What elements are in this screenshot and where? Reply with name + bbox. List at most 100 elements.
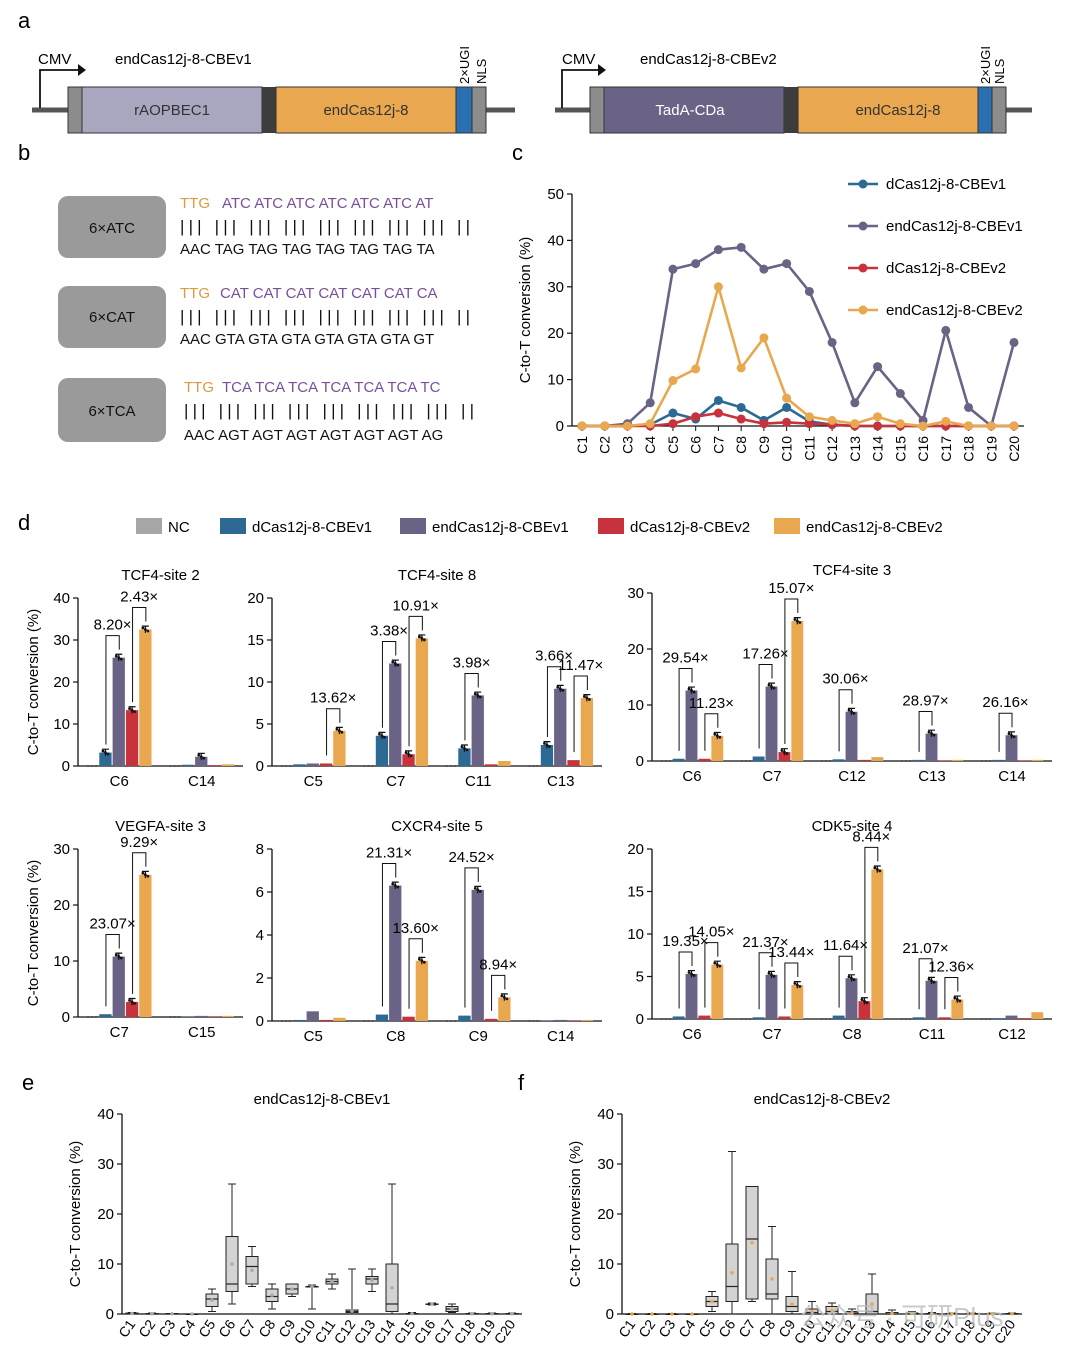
mean-dot <box>310 1284 314 1289</box>
fold-bracket <box>784 598 799 745</box>
bar-chart-cxcr4-site5: 0 2 4 6 8 CXCR4-site 5 C5 C8 C9 C14 21.31× 13.60× 24… <box>256 818 602 1045</box>
x-tick-label: C14 <box>998 768 1026 785</box>
y-tick-label: 0 <box>256 1013 264 1030</box>
replicate-dot <box>795 983 799 987</box>
y-tick-label: 20 <box>53 897 70 914</box>
x-tick-label: C12 <box>998 1026 1026 1043</box>
bar <box>925 980 938 1019</box>
mean-dot <box>390 1285 394 1290</box>
mean-dot <box>930 1311 934 1316</box>
bar <box>221 1015 235 1017</box>
y-tick-label: 20 <box>247 590 264 607</box>
bar <box>1018 1018 1031 1019</box>
legend-swatch <box>220 518 246 534</box>
bar <box>333 730 346 766</box>
mean-dot <box>810 1309 814 1314</box>
data-point <box>782 417 792 427</box>
bar <box>389 885 402 1021</box>
fold-bracket <box>546 666 562 737</box>
y-tick-label: 20 <box>53 674 70 691</box>
series-line <box>582 246 1016 429</box>
bar <box>858 1001 871 1019</box>
y-tick-label: 0 <box>62 1009 70 1026</box>
fold-bracket <box>758 952 773 1010</box>
replicate-dot <box>117 955 121 958</box>
fold-bracket <box>408 938 423 1009</box>
bar <box>181 1016 195 1017</box>
bar <box>580 697 594 766</box>
chart-title: VEGFA-site 3 <box>115 818 206 835</box>
x-tick-label: C5 <box>304 773 323 790</box>
x-tick-label: C2 <box>635 1316 658 1340</box>
mean-dot <box>710 1299 714 1304</box>
y-tick-label: 10 <box>627 926 644 943</box>
replicate-dot <box>119 956 123 960</box>
data-point <box>782 402 792 412</box>
mean-dot <box>830 1308 834 1313</box>
replicate-dot <box>582 695 586 698</box>
panel-label-b: b <box>18 140 30 165</box>
data-point <box>713 395 723 405</box>
bar <box>858 759 871 761</box>
replicate-dot <box>420 636 424 640</box>
data-point <box>895 389 905 399</box>
x-tick-label: C6 <box>215 1316 238 1340</box>
pairing-bars: ||| ||| ||| ||| ||| ||| ||| ||| || <box>180 217 470 236</box>
x-tick-label: C13 <box>918 768 946 785</box>
y-tick-label: 8 <box>256 841 264 858</box>
mean-dot <box>650 1312 654 1316</box>
bar <box>765 974 778 1019</box>
x-tick-label: C7 <box>762 1026 781 1043</box>
target-label: 6×ATC <box>89 220 135 237</box>
data-point <box>577 421 587 431</box>
x-tick-label: C20 <box>491 1316 519 1346</box>
replicate-dot <box>770 973 773 977</box>
fold-bracket <box>944 976 959 1010</box>
replicate-dot <box>143 628 147 631</box>
bar <box>208 765 221 766</box>
y-tick-label: 10 <box>53 716 70 733</box>
target-label: 6×CAT <box>89 309 135 326</box>
data-point <box>850 419 860 429</box>
linker-block <box>784 87 798 133</box>
y-tick-label: 15 <box>247 632 264 649</box>
data-point <box>804 286 814 296</box>
replicate-dot <box>932 980 936 984</box>
replicate-dot <box>930 732 933 735</box>
replicate-dot <box>396 885 400 889</box>
bar <box>871 757 884 761</box>
legend-d: NC dCas12j-8-CBEv1 endCas12j-8-CBEv1 dCa… <box>136 518 943 536</box>
data-point <box>827 337 837 347</box>
replicate-dot <box>420 959 424 963</box>
fold-bracket <box>998 712 1013 752</box>
x-tick-label: C7 <box>386 773 405 790</box>
line-chart-c: 0 10 20 30 40 50 C-to-T conversion (%) C1 C2 C3 C4… <box>517 176 1024 462</box>
y-tick-label: 30 <box>627 585 644 602</box>
bar <box>1031 1012 1044 1019</box>
fold-bracket <box>326 708 341 756</box>
fold-label: 9.29× <box>120 834 158 851</box>
y-tick-label: 0 <box>636 753 644 770</box>
x-tick-label: C7 <box>735 1316 758 1340</box>
replicate-dot <box>460 745 464 749</box>
mean-dot <box>330 1279 334 1284</box>
replicate-dot <box>128 998 131 1002</box>
y-tick-label: 10 <box>247 674 264 691</box>
bar <box>938 760 951 761</box>
bar <box>498 997 511 1021</box>
x-tick-label: C5 <box>304 1028 323 1045</box>
bar <box>832 1015 845 1019</box>
fold-label: 11.47× <box>558 657 603 674</box>
x-tick-label: C6 <box>682 1026 701 1043</box>
fold-label: 3.98× <box>453 654 491 671</box>
bar-chart-tcf4-site8: 0 5 10 15 20 TCF4-site 8 C5 C7 C11 C13 13.62× 3.38×… <box>247 567 603 790</box>
mean-dot <box>190 1312 194 1316</box>
fold-bracket <box>381 641 397 728</box>
top-strand: CAT CAT CAT CAT CAT CAT CA <box>220 285 438 302</box>
target-6xcat: 6×CAT TTG CAT CAT CAT CAT CAT CAT CA |||… <box>58 285 470 348</box>
y-axis-label: C-to-T conversion (%) <box>517 237 534 383</box>
mean-dot <box>250 1268 254 1273</box>
data-point <box>986 421 996 431</box>
bar-chart-cdk5-site4: 0 5 10 15 20 CDK5-site 4 C6 C7 C8 C11 C12 19.35×14.… <box>627 818 1052 1043</box>
